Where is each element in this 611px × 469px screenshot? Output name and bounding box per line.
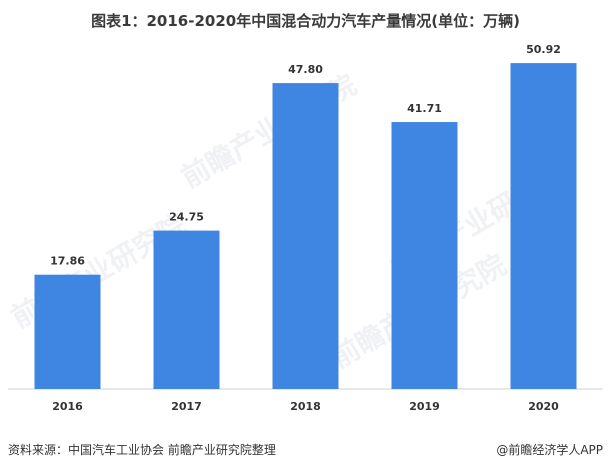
- value-label-2017: 24.75: [169, 211, 204, 224]
- x-tick-label-2017: 2017: [171, 400, 202, 413]
- x-tick-label-2019: 2019: [409, 400, 440, 413]
- x-tick-labels-group: 2016 2017 2018 2019 2020: [52, 400, 559, 413]
- bar-2019: [391, 122, 458, 389]
- value-labels-group: 17.86 24.75 47.80 41.71 50.92: [50, 43, 561, 268]
- bar-2016: [34, 274, 101, 389]
- value-label-2019: 41.71: [407, 102, 442, 115]
- x-tick-label-2020: 2020: [528, 400, 559, 413]
- x-tick-label-2016: 2016: [52, 400, 83, 413]
- source-note: 资料来源：中国汽车工业协会 前瞻产业研究院整理: [8, 443, 276, 457]
- bar-2017: [153, 230, 220, 389]
- chart-title: 图表1：2016-2020年中国混合动力汽车产量情况(单位：万辆): [91, 12, 520, 30]
- bars-group: [34, 63, 577, 389]
- bar-2020: [510, 63, 577, 389]
- value-label-2016: 17.86: [50, 255, 85, 268]
- x-tick-label-2018: 2018: [290, 400, 321, 413]
- credit-note: @前瞻经济学人APP: [496, 443, 603, 457]
- value-label-2020: 50.92: [526, 43, 561, 56]
- value-label-2018: 47.80: [288, 63, 323, 76]
- bar-2018: [272, 83, 339, 389]
